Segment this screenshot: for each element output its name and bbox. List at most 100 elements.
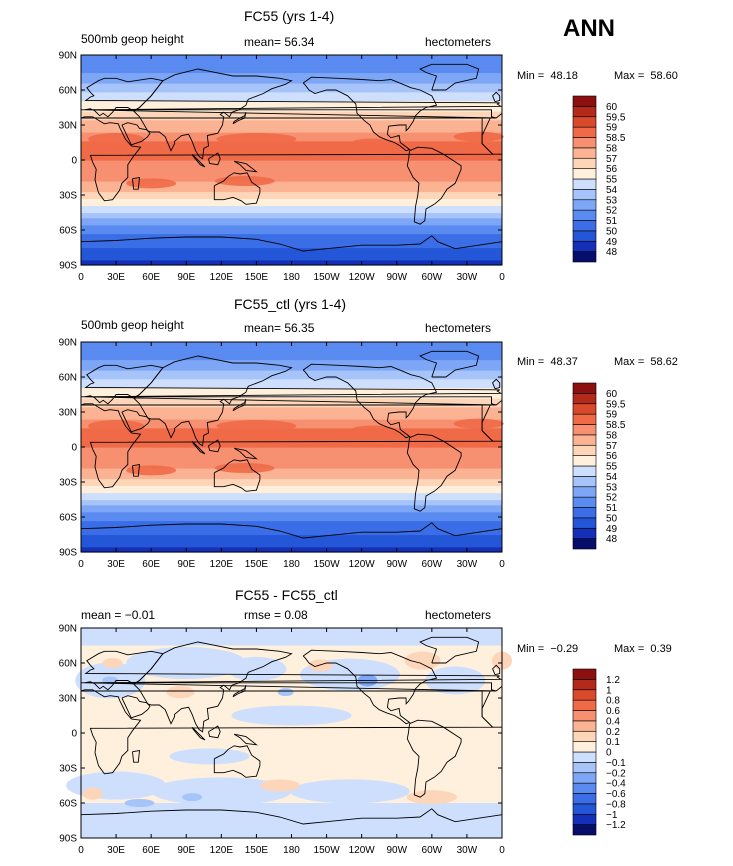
x-tick-label: 0 — [499, 559, 505, 570]
x-tick-label: 120W — [349, 559, 376, 570]
zonal-band — [81, 116, 502, 119]
x-tick-label: 30E — [107, 272, 125, 283]
zonal-band — [81, 520, 502, 523]
x-tick-label: 180 — [283, 559, 300, 570]
zonal-band — [81, 382, 502, 385]
colorbar-label: 57 — [606, 441, 618, 452]
coastline — [406, 719, 462, 798]
zonal-band — [81, 478, 502, 481]
x-tick-label: 60E — [142, 559, 160, 570]
zonal-band — [81, 482, 502, 485]
zonal-band — [81, 434, 502, 438]
zonal-band — [81, 529, 502, 532]
y-tick-label: 30S — [59, 191, 77, 202]
coastline — [481, 117, 502, 155]
coastline — [208, 725, 221, 739]
zonal-band — [81, 522, 502, 525]
colorbar-swatch — [572, 178, 597, 190]
coastline — [213, 745, 261, 778]
zonal-band — [81, 403, 502, 406]
zonal-band — [81, 475, 502, 478]
zonal-band — [81, 90, 502, 93]
colorbar-label: −0.4 — [606, 779, 626, 790]
zonal-band — [81, 459, 502, 462]
pressure-anomaly-blob — [216, 420, 297, 432]
zonal-band — [81, 513, 502, 516]
colorbar-label: 59 — [606, 410, 618, 421]
coastline — [232, 399, 247, 412]
colorbar-swatch — [572, 813, 597, 825]
zonal-band — [81, 189, 502, 193]
zonal-band — [81, 123, 502, 126]
difference-anomaly — [231, 705, 352, 726]
zonal-band — [81, 72, 502, 75]
zonal-band — [81, 347, 502, 350]
x-tick-label: 150E — [245, 845, 269, 856]
difference-anomaly — [124, 799, 155, 807]
colorbar-label: 55 — [606, 175, 618, 186]
colorbar-swatch — [572, 527, 597, 539]
coastline — [80, 403, 494, 489]
zonal-band — [81, 158, 502, 161]
colorbar-label: 0.4 — [606, 716, 620, 727]
zonal-band — [81, 443, 502, 446]
zonal-band — [81, 147, 502, 151]
zonal-band — [81, 195, 502, 198]
zonal-band — [81, 462, 502, 466]
coastline — [233, 447, 258, 460]
coastline — [191, 440, 206, 455]
zonal-band — [81, 503, 502, 506]
zonal-band — [81, 242, 502, 245]
colorbar-label: 60 — [606, 389, 618, 400]
colorbar-label: 0.6 — [606, 706, 620, 717]
zonal-band — [81, 58, 502, 61]
colorbar-label: 57 — [606, 154, 618, 165]
zonal-band — [81, 233, 502, 236]
zonal-band — [81, 114, 502, 117]
colorbar-label: 58 — [606, 143, 618, 154]
coastline — [133, 641, 293, 733]
colorbar-label: 1 — [606, 685, 612, 696]
colorbar-swatch — [572, 126, 597, 138]
zonal-band — [81, 468, 502, 471]
zonal-band — [81, 63, 502, 67]
zonal-band — [81, 410, 502, 413]
coastline — [80, 808, 503, 825]
difference-anomaly — [182, 793, 203, 802]
min-label-text: Min = — [517, 70, 545, 82]
colorbar-swatch — [572, 382, 597, 394]
y-tick-label: 60N — [59, 86, 77, 97]
min-value: −0.29 — [550, 643, 579, 655]
zonal-band — [81, 380, 502, 383]
y-tick-label: 90N — [59, 624, 77, 635]
x-tick-label: 30W — [457, 272, 478, 283]
zonal-band — [81, 436, 502, 439]
pressure-anomaly-blob — [351, 138, 396, 147]
x-tick-label: 60E — [142, 272, 160, 283]
zonal-band — [81, 487, 502, 490]
zonal-band — [81, 200, 502, 203]
difference-anomaly — [404, 651, 441, 670]
zonal-band — [81, 70, 502, 74]
x-tick-label: 30E — [107, 559, 125, 570]
variable-label: 500mb geop height — [81, 32, 184, 46]
difference-region — [81, 628, 502, 646]
difference-anomaly — [425, 666, 486, 695]
zonal-band — [81, 492, 502, 495]
coastline — [132, 463, 141, 477]
zonal-band — [81, 517, 502, 520]
x-tick-label: 60W — [422, 272, 443, 283]
coastline — [121, 122, 151, 146]
difference-anomaly — [289, 779, 410, 804]
colorbar-label: 58 — [606, 430, 618, 441]
coastline — [208, 152, 221, 166]
zonal-band — [81, 405, 502, 408]
x-tick-label: 120W — [349, 272, 376, 283]
colorbar-label: 51 — [606, 503, 618, 514]
zonal-band — [81, 214, 502, 217]
zonal-band — [81, 363, 502, 366]
zonal-band — [81, 221, 502, 224]
colorbar-swatch — [572, 116, 597, 128]
zonal-band — [81, 223, 502, 226]
panel-title: FC55_ctl (yrs 1-4) — [234, 296, 347, 312]
